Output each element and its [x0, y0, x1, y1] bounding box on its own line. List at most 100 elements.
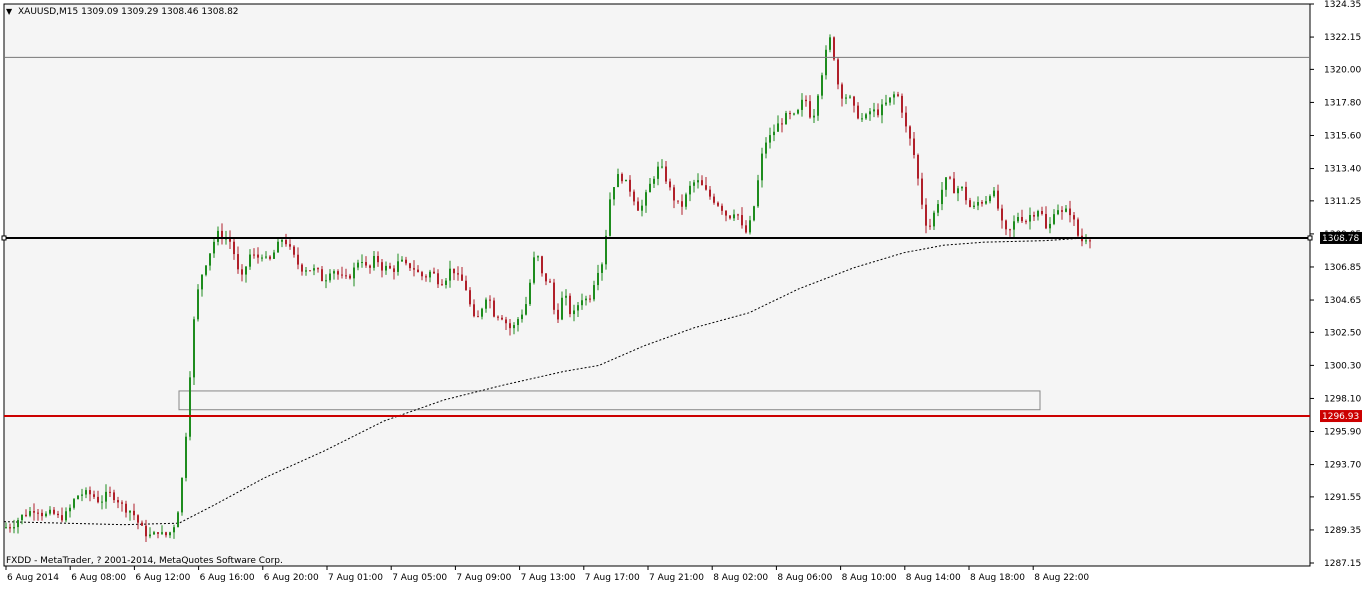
candle-body — [629, 179, 631, 192]
candle-body — [257, 254, 259, 258]
price-tick-label: 1291.55 — [1324, 493, 1361, 503]
time-tick-label: 8 Aug 02:00 — [713, 573, 768, 583]
candle-body — [417, 269, 419, 273]
support-price-tag — [1320, 410, 1362, 423]
candle-body — [177, 512, 179, 528]
candle-body — [73, 499, 75, 508]
candle-body — [733, 214, 735, 219]
candle-body — [569, 295, 571, 315]
candle-body — [661, 166, 663, 168]
candle-body — [813, 115, 815, 118]
candle-body — [729, 215, 731, 219]
candle-body — [885, 102, 887, 105]
candle-body — [801, 99, 803, 110]
candle-body — [521, 314, 523, 320]
candle-body — [625, 179, 627, 182]
candle-body — [905, 112, 907, 127]
candle-body — [985, 201, 987, 204]
candle-body — [425, 276, 427, 278]
chart-menu-arrow-icon[interactable]: ▼ — [6, 7, 13, 16]
candle-body — [557, 309, 559, 320]
candle-body — [617, 174, 619, 188]
price-tick-label: 1293.70 — [1324, 461, 1361, 471]
candle-body — [581, 300, 583, 306]
candle-body — [253, 254, 255, 256]
candle-body — [385, 265, 387, 271]
candle-body — [761, 153, 763, 181]
candle-body — [797, 109, 799, 114]
candle-body — [565, 295, 567, 298]
candle-body — [29, 511, 31, 516]
candle-body — [413, 268, 415, 270]
time-axis[interactable]: 6 Aug 2014 6 Aug 08:00 6 Aug 12:00 6 Aug 16… — [5, 566, 1089, 583]
candle-body — [769, 135, 771, 143]
candle-body — [805, 99, 807, 102]
candle-body — [633, 191, 635, 202]
candle-body — [305, 270, 307, 272]
candle-body — [261, 257, 263, 259]
candle-body — [457, 273, 459, 275]
plot-area[interactable] — [3, 3, 1311, 567]
candle-body — [593, 285, 595, 300]
price-axis[interactable]: 1324.35 1322.15 1320.00 1317.80 1315.60 1313.… — [1310, 0, 1361, 569]
candle-body — [865, 114, 867, 119]
candle-body — [929, 225, 931, 227]
candle-body — [1033, 215, 1035, 217]
candle-body — [241, 269, 243, 275]
zone-layer — [178, 390, 1041, 411]
candle-body — [1061, 210, 1063, 212]
candle-body — [893, 94, 895, 98]
candle-body — [561, 297, 563, 320]
candle-body — [1001, 208, 1003, 221]
candle-body — [673, 187, 675, 201]
candle-body — [793, 113, 795, 115]
candle-body — [89, 490, 91, 495]
candle-body — [237, 254, 239, 270]
candle-body — [861, 118, 863, 120]
candle-body — [965, 186, 967, 201]
candle-body — [189, 377, 191, 437]
candle-body — [989, 196, 991, 202]
candle-body — [997, 190, 999, 209]
candle-body — [833, 37, 835, 60]
candle-body — [721, 205, 723, 211]
candle-body — [41, 512, 43, 517]
candle-body — [45, 513, 47, 517]
price-tick-label: 1295.90 — [1324, 428, 1361, 438]
candle-body — [869, 111, 871, 115]
candle-body — [781, 123, 783, 125]
candle-body — [461, 274, 463, 281]
candle-body — [65, 511, 67, 521]
candle-body — [149, 534, 151, 537]
candle-body — [909, 126, 911, 139]
candle-body — [701, 180, 703, 186]
candle-body — [1053, 214, 1055, 224]
candle-body — [925, 204, 927, 226]
candle-body — [265, 256, 267, 258]
candle-body — [709, 189, 711, 197]
candle-body — [357, 262, 359, 268]
candle-body — [665, 166, 667, 182]
candle-body — [197, 289, 199, 320]
candle-body — [949, 177, 951, 179]
candle-body — [1045, 213, 1047, 229]
current-price-tag — [1320, 231, 1362, 244]
price-tick-label: 1320.00 — [1324, 65, 1361, 75]
time-tick-label: 6 Aug 12:00 — [135, 573, 190, 583]
candle-body — [825, 49, 827, 76]
candle-body — [349, 275, 351, 279]
price-tick-label: 1322.15 — [1324, 33, 1361, 43]
candle-body — [677, 200, 679, 202]
candle-body — [745, 225, 747, 233]
time-tick-label: 8 Aug 06:00 — [777, 573, 832, 583]
candle-body — [145, 525, 147, 537]
candle-body — [845, 97, 847, 99]
candle-body — [389, 265, 391, 269]
time-tick-label: 7 Aug 17:00 — [585, 573, 640, 583]
candle-body — [693, 182, 695, 186]
candle-body — [1021, 217, 1023, 222]
time-tick-label: 7 Aug 01:00 — [328, 573, 383, 583]
candle-body — [473, 304, 475, 317]
candle-body — [273, 252, 275, 259]
